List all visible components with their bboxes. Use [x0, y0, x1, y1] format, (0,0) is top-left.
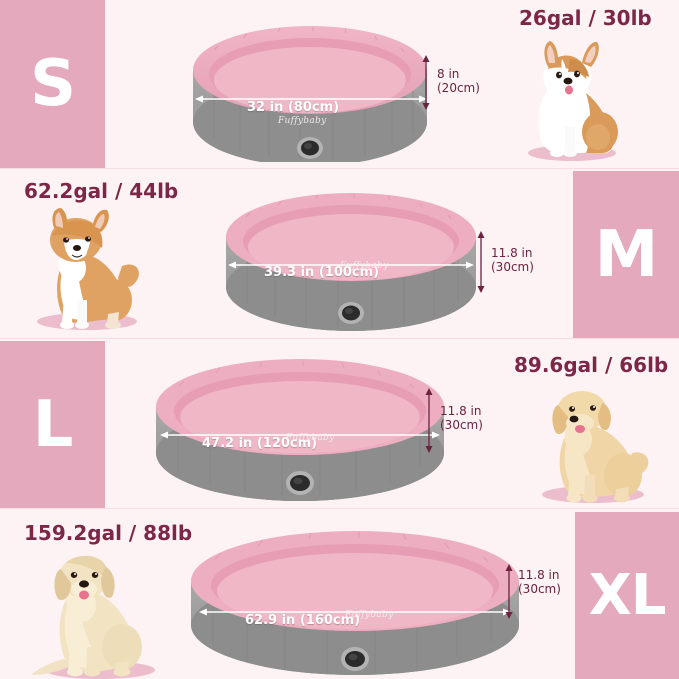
pool-illustration-s: 32 in (80cm) Fuffybaby [185, 22, 435, 162]
size-badge-l: L [0, 341, 105, 509]
brand-mark-xl: Fuffybaby [345, 610, 394, 620]
dog-corgi-svg [538, 41, 618, 157]
height-label-l: 11.8 in (30cm) [440, 404, 483, 433]
height-label-xl-line2: (30cm) [518, 581, 561, 596]
size-badge-label-s: S [29, 47, 76, 121]
height-label-m-line2: (30cm) [491, 259, 534, 274]
height-label-xl-line1: 11.8 in [518, 568, 560, 582]
dog-corgi [512, 33, 632, 163]
height-arrow-xl [505, 564, 513, 619]
pool-illustration-m: 39.3 in (100cm) Fuffybaby [220, 191, 482, 333]
diameter-label-l: 47.2 in (120cm) [202, 436, 318, 451]
size-row-xl: XL 159.2gal / 88lb [0, 509, 679, 679]
capacity-label-m: 62.2gal / 44lb [24, 179, 179, 203]
dog-shiba-inu [22, 204, 152, 332]
size-badge-label-xl: XL [588, 562, 667, 628]
diameter-arrow-l [160, 431, 440, 439]
capacity-label-l: 89.6gal / 66lb [514, 353, 669, 377]
size-row-l: L [0, 339, 679, 509]
diameter-label-m: 39.3 in (100cm) [264, 265, 380, 280]
diameter-arrow-s [195, 95, 427, 103]
height-arrow-m [477, 231, 485, 293]
row-divider-2 [0, 338, 679, 339]
height-arrow-s [422, 55, 430, 110]
height-label-l-line1: 11.8 in [440, 404, 482, 418]
size-row-s: S [0, 0, 679, 170]
size-badge-label-m: M [594, 217, 659, 292]
pool-svg-s [193, 26, 427, 162]
pool-illustration-xl: 62.9 in (160cm) Fuffybaby [185, 529, 525, 679]
size-badge-xl: XL [575, 512, 679, 679]
size-badge-label-l: L [32, 388, 74, 462]
dog-shiba-svg [50, 208, 139, 329]
size-badge-s: S [0, 0, 105, 168]
height-label-m-line1: 11.8 in [491, 246, 533, 260]
pool-svg-xl [191, 531, 519, 675]
diameter-label-s: 32 in (80cm) [247, 100, 340, 115]
height-label-s-line1: 8 in [437, 67, 460, 81]
dog-golden-retriever [528, 377, 658, 505]
height-label-xl: 11.8 in (30cm) [518, 568, 561, 597]
size-badge-m: M [573, 171, 679, 338]
capacity-label-s: 26gal / 30lb [519, 6, 652, 30]
diameter-arrow-m [228, 261, 474, 269]
row-divider-3 [0, 508, 679, 509]
height-label-l-line2: (30cm) [440, 417, 483, 432]
pool-illustration-l: 47.2 in (120cm) Fuffybaby [150, 357, 450, 503]
height-arrow-l [425, 388, 433, 453]
height-label-s: 8 in (20cm) [437, 67, 480, 96]
brand-mark-l: Fuffybaby [286, 433, 335, 443]
dog-labrador [30, 547, 170, 679]
height-label-s-line2: (20cm) [437, 80, 480, 95]
brand-mark-m: Fuffybaby [340, 261, 389, 271]
brand-mark-s: Fuffybaby [278, 116, 327, 126]
height-label-m: 11.8 in (30cm) [491, 246, 534, 275]
size-row-m: M 62.2gal / 44lb [0, 169, 679, 339]
capacity-label-xl: 159.2gal / 88lb [24, 521, 193, 545]
diameter-label-xl: 62.9 in (160cm) [245, 613, 361, 628]
dog-golden-svg [552, 391, 649, 503]
row-divider-1 [0, 168, 679, 169]
dog-labrador-svg [32, 555, 142, 677]
